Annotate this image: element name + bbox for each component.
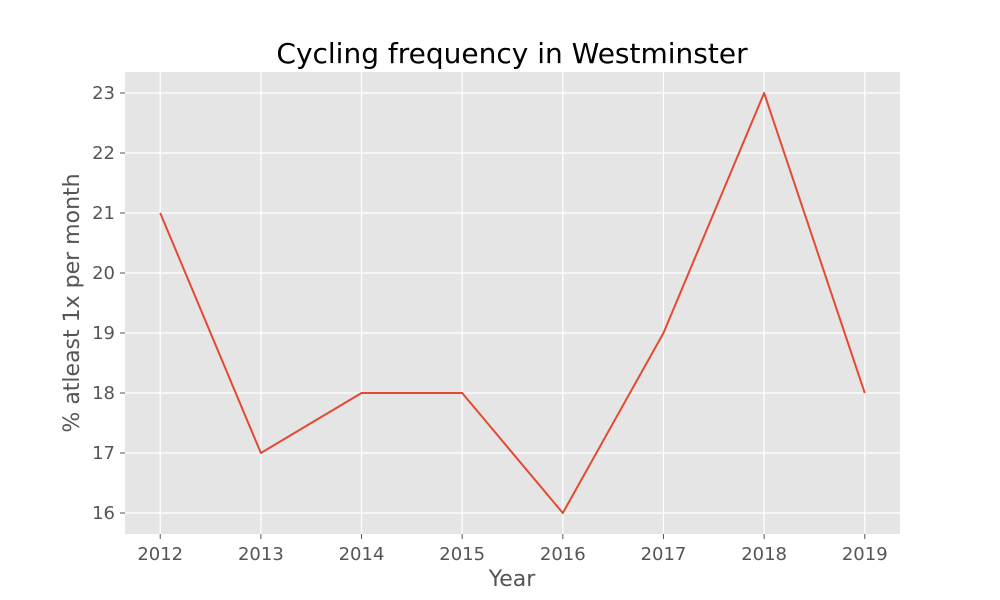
y-tick-labels: 16 17 18 19 20 21 22 23 [92,83,125,524]
y-tick-label: 21 [92,203,115,224]
y-tick-label: 18 [92,383,115,404]
plot-area [125,72,900,534]
x-tick-label: 2017 [641,544,687,565]
x-tick-labels: 2012 2013 2014 2015 2016 2017 2018 2019 [137,534,888,565]
x-tick-label: 2014 [339,544,385,565]
series-layer [159,92,866,514]
y-tick-label: 23 [92,83,115,104]
x-tick-label: 2016 [540,544,586,565]
x-tick-label: 2019 [842,544,888,565]
y-gridlines [125,92,900,514]
chart-title: Cycling frequency in Westminster [276,37,748,70]
y-tick-label: 16 [92,503,115,524]
y-tick-label: 22 [92,143,115,164]
series-line [159,92,866,514]
y-tick-label: 19 [92,323,115,344]
x-gridlines [159,72,866,534]
x-tick-label: 2018 [741,544,787,565]
x-tick-label: 2012 [137,544,183,565]
y-tick-label: 20 [92,263,115,284]
y-axis-label: % atleast 1x per month [60,173,85,432]
x-tick-label: 2013 [238,544,284,565]
x-axis-label: Year [488,567,537,592]
y-tick-label: 17 [92,443,115,464]
x-tick-label: 2015 [439,544,485,565]
